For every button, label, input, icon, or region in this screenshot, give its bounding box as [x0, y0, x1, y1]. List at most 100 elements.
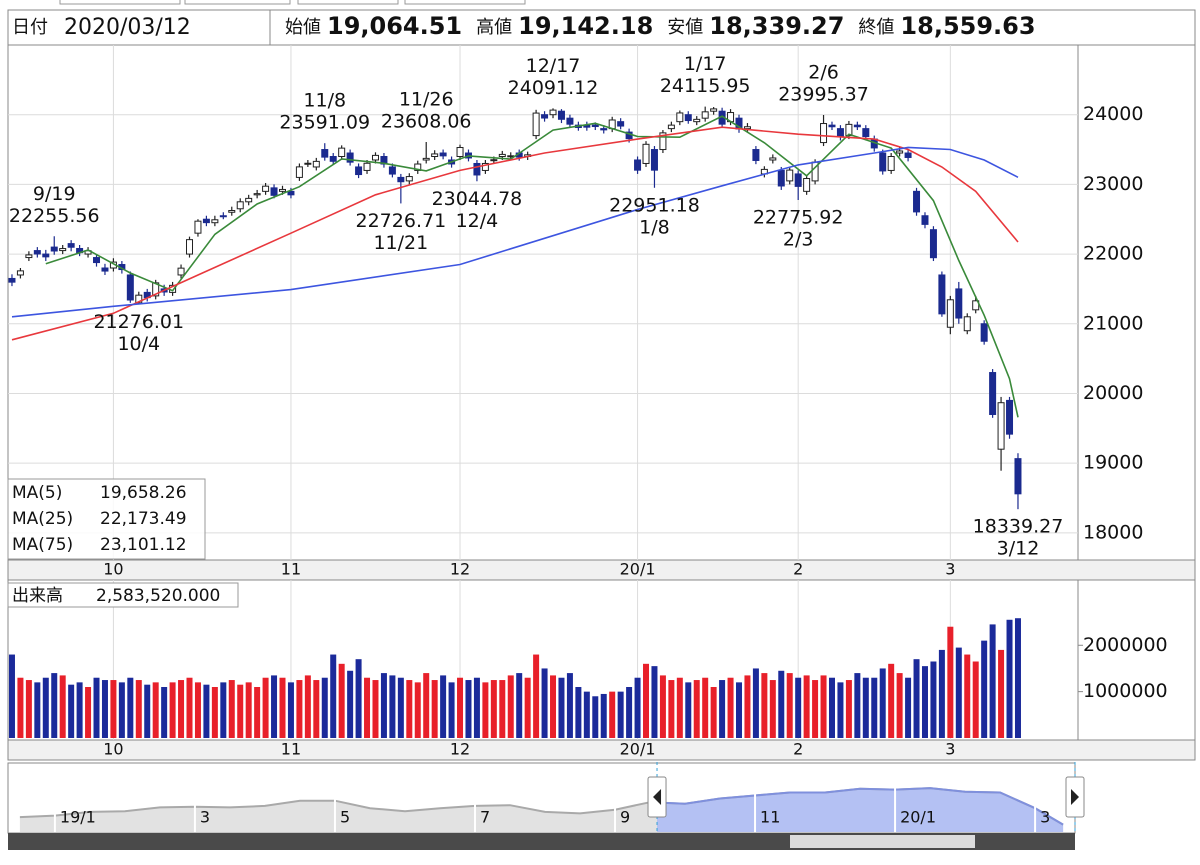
volume-bar	[533, 654, 540, 738]
volume-bar	[989, 624, 996, 738]
candle-body	[42, 253, 50, 258]
annotation-value: 22726.71	[356, 210, 447, 232]
volume-bar	[828, 677, 835, 738]
annotation-value: 22255.56	[9, 205, 100, 227]
navigator-tick-label: 11	[760, 808, 780, 827]
candle-body	[194, 220, 202, 234]
volume-bar	[211, 687, 218, 738]
candle-body	[33, 250, 41, 255]
candle-body	[498, 153, 506, 158]
candle-body	[245, 197, 253, 203]
candle-body	[896, 150, 904, 154]
date-label: 日付	[12, 17, 48, 38]
annotation-value: 24091.12	[508, 77, 599, 99]
volume-bar	[769, 680, 776, 738]
volume-bar	[550, 675, 557, 738]
volume-bar	[947, 626, 954, 738]
legend-value: 19,658.26	[100, 483, 187, 503]
candle-body	[853, 124, 861, 128]
annotation-value: 23044.78	[432, 188, 523, 210]
volume-bar	[541, 668, 548, 738]
navigator-tick-label: 5	[340, 808, 350, 827]
candle-body	[93, 257, 101, 264]
volume-bar	[93, 677, 100, 738]
candle-body	[329, 156, 337, 162]
tab[interactable]	[59, 0, 181, 5]
candle-body	[777, 169, 785, 187]
volume-bar	[862, 677, 869, 738]
volume-bar	[262, 677, 269, 738]
volume-bar	[330, 654, 337, 738]
y-tick-label: 22000	[1083, 243, 1143, 265]
volume-bar	[854, 673, 861, 738]
tab[interactable]	[297, 0, 399, 5]
candle-body	[803, 178, 811, 192]
annotation-date: 12/17	[526, 55, 581, 77]
candle-body	[355, 166, 363, 176]
volume-label-box	[7, 582, 239, 608]
header-label: 安値	[667, 17, 703, 38]
volume-bar	[135, 680, 142, 738]
candle-body	[422, 157, 430, 161]
annotation-date: 11/26	[399, 89, 454, 111]
candle-body	[236, 201, 244, 210]
volume-bar	[237, 684, 244, 738]
candle-body	[59, 248, 67, 252]
annotation-date: 1/8	[639, 216, 670, 238]
volume-bar	[8, 654, 15, 738]
volume-bar	[592, 696, 599, 738]
candle-body	[955, 288, 963, 319]
volume-bar	[321, 677, 328, 738]
candle-body	[135, 294, 143, 304]
candle-body	[828, 124, 836, 128]
candle-body	[845, 123, 853, 137]
annotation-date: 2/3	[783, 228, 814, 250]
volume-bar	[837, 682, 844, 738]
x-axis-strip	[7, 739, 1196, 761]
candle-body	[659, 132, 667, 151]
volume-bar	[431, 680, 438, 738]
tab[interactable]	[184, 0, 291, 5]
header-value: 18,559.63	[900, 12, 1035, 40]
annotation-value: 23995.37	[778, 84, 869, 106]
volume-bar	[110, 680, 117, 738]
volume-bar	[245, 682, 252, 738]
x-tick-label: 3	[945, 560, 955, 579]
candle-body	[836, 128, 844, 138]
annotation-date: 11/21	[373, 232, 428, 254]
volume-bar	[643, 663, 650, 738]
ma-legend-box	[7, 478, 206, 560]
volume-bar	[203, 684, 210, 738]
annotation-date: 10/4	[117, 333, 160, 355]
volume-bar	[888, 663, 895, 738]
scrollbar-thumb[interactable]	[790, 835, 975, 848]
navigator-tick-label: 7	[480, 808, 490, 827]
volume-bar	[693, 680, 700, 738]
candle-body	[270, 187, 278, 196]
candle-body	[405, 176, 413, 182]
volume-bar	[372, 680, 379, 738]
candle-body	[473, 162, 481, 176]
volume-bar	[702, 677, 709, 738]
volume-bar	[287, 682, 294, 738]
candle-body	[557, 110, 565, 120]
candle-body	[228, 210, 236, 213]
volume-bar	[25, 680, 32, 738]
candle-body	[312, 160, 320, 168]
annotation-value: 23608.06	[381, 111, 472, 133]
x-tick-label: 11	[281, 740, 301, 759]
candle-body	[177, 267, 185, 276]
volume-bar	[68, 684, 75, 738]
volume-bar	[930, 661, 937, 738]
candle-body	[862, 128, 870, 138]
volume-bar	[913, 659, 920, 738]
tab[interactable]	[404, 0, 526, 5]
x-tick-label: 12	[450, 740, 470, 759]
volume-bar	[685, 682, 692, 738]
x-tick-label: 11	[281, 560, 301, 579]
volume-bar	[42, 677, 49, 738]
candle-body	[16, 270, 24, 276]
volume-bar	[271, 675, 278, 738]
volume-bar	[795, 677, 802, 738]
